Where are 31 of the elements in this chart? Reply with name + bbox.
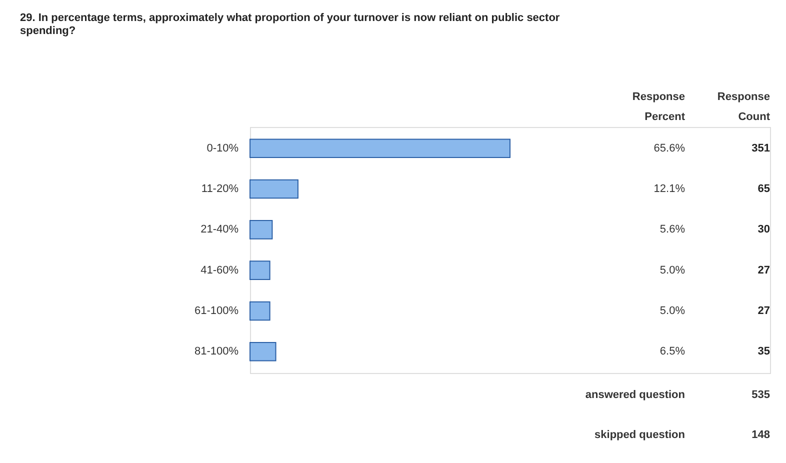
text: 535 [752,389,770,401]
bar [250,342,276,362]
text: Response Percent [632,91,686,123]
text: answered question [585,389,686,401]
data-label: 5.0% [660,304,686,317]
y-tick-label: 0-10% [206,142,239,154]
text: 148 [752,429,770,441]
text: 351 [752,142,770,154]
y-tick-label: 81-100% [194,346,239,358]
y-tick-label: 11-20% [201,183,239,196]
text: skipped question [594,429,686,441]
text: 65 [758,183,770,196]
text: 27 [758,304,770,317]
text: 30 [758,224,770,236]
bar [250,179,298,199]
y-tick-label: 21-40% [200,224,239,236]
bar [250,138,510,158]
bar [250,220,273,240]
chart-title: 29. In percentage terms, approximately what proportion of your turnover is now reliant on public sector spending? [20,12,560,37]
text: Response Count [717,91,770,123]
text: 35 [758,346,770,358]
data-label: 5.0% [660,264,686,276]
data-label: 65.6% [654,142,686,154]
data-label: 12.1% [654,183,686,196]
bar [250,260,270,280]
y-tick-label: 41-60% [200,264,239,276]
text: 27 [758,264,770,276]
data-label: 5.6% [660,224,686,236]
data-label: 6.5% [660,346,686,358]
bar [250,301,270,321]
y-tick-label: 61-100% [194,304,239,317]
